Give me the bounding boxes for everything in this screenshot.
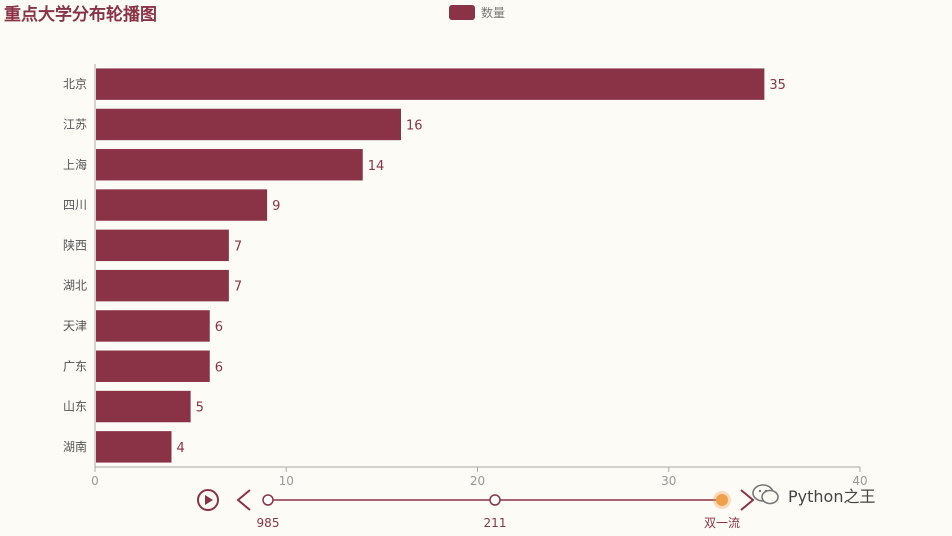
bar[interactable] [96, 269, 229, 302]
wechat-icon [752, 484, 780, 506]
play-icon [197, 489, 219, 511]
watermark: Python之王 [752, 478, 942, 512]
data-label: 6 [215, 320, 223, 335]
legend-swatch [449, 5, 475, 20]
bar[interactable] [96, 390, 191, 423]
timeline-label[interactable]: 211 [484, 516, 507, 530]
timeline-label[interactable]: 985 [257, 516, 280, 530]
chevron-right-icon[interactable] [740, 489, 755, 511]
x-tick-label: 10 [279, 474, 294, 488]
data-label: 6 [215, 360, 223, 375]
x-tick-label: 30 [661, 474, 676, 488]
chart-title: 重点大学分布轮播图 [4, 4, 157, 25]
x-tick-label: 0 [91, 474, 99, 488]
timeline-point[interactable] [489, 494, 501, 506]
bar[interactable] [96, 68, 765, 100]
data-label: 5 [196, 401, 204, 416]
bar[interactable] [96, 108, 401, 141]
data-label: 16 [406, 118, 423, 133]
data-label: 9 [272, 199, 280, 214]
category-label: 北京 [63, 77, 87, 91]
bar[interactable] [96, 350, 210, 382]
data-label: 35 [769, 78, 786, 93]
timeline-point[interactable] [262, 494, 274, 506]
x-tick-label: 20 [470, 474, 485, 488]
bar[interactable] [96, 189, 268, 221]
timeline-point-active[interactable] [716, 494, 728, 506]
category-label: 江苏 [63, 117, 87, 131]
watermark-text: Python之王 [788, 487, 876, 506]
play-triangle [205, 495, 213, 505]
play-button[interactable] [197, 489, 219, 511]
bar[interactable] [96, 149, 363, 181]
data-label: 7 [234, 239, 242, 254]
category-label: 四川 [63, 198, 87, 212]
data-label: 7 [234, 280, 242, 295]
x-tick-label: 40 [852, 474, 867, 488]
bar[interactable] [96, 431, 172, 463]
category-label: 上海 [63, 157, 87, 172]
category-label: 山东 [63, 400, 87, 414]
chevron-left-icon[interactable] [236, 489, 251, 511]
category-label: 陕西 [63, 237, 87, 252]
category-label: 天津 [63, 319, 87, 333]
data-label: 4 [177, 441, 185, 456]
category-label: 湖北 [63, 278, 87, 293]
category-label: 广东 [63, 359, 87, 373]
category-label: 湖南 [63, 439, 87, 454]
bar[interactable] [96, 310, 210, 342]
legend-label: 数量 [481, 5, 505, 20]
legend[interactable]: 数量 [449, 5, 505, 20]
timeline: 985 211 双一流 [197, 489, 755, 530]
data-label: 14 [368, 159, 385, 174]
timeline-label[interactable]: 双一流 [704, 516, 740, 530]
bar[interactable] [96, 229, 229, 262]
